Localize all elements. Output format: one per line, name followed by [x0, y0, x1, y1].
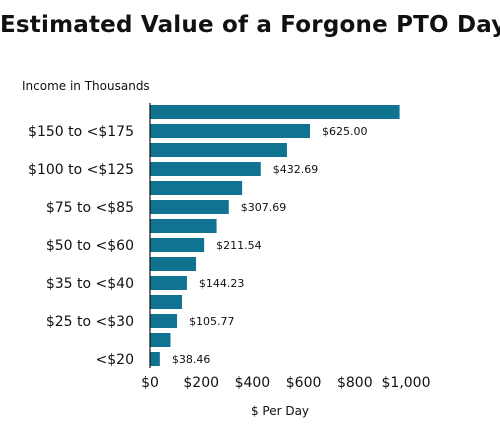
bar-value-label: $432.69	[273, 163, 319, 176]
x-tick-label: $400	[235, 375, 271, 391]
bar-value-label: $625.00	[322, 125, 368, 138]
category-label: $75 to <$85	[46, 200, 134, 216]
bar	[150, 181, 243, 195]
bar-value-label: $144.23	[199, 277, 245, 290]
bar	[150, 238, 205, 252]
x-tick-label: $0	[141, 375, 159, 391]
labels-layer: $625.00 $150 to <$175 $432.69 $100 to <$125…	[28, 124, 367, 368]
y-axis-title: Income in Thousands	[22, 79, 150, 93]
bar	[150, 124, 310, 138]
category-label: $35 to <$40	[46, 276, 134, 292]
bar-value-label: $307.69	[241, 201, 287, 214]
bar	[150, 105, 400, 119]
ticks-layer: $0 $200 $400 $600 $800 $1,000	[141, 375, 430, 391]
category-label: $150 to <$175	[28, 124, 134, 140]
bar	[150, 162, 261, 176]
bar	[150, 295, 182, 309]
bar	[150, 257, 197, 271]
x-tick-label: $600	[286, 375, 322, 391]
bar	[150, 143, 287, 157]
x-tick-label: $1,000	[382, 375, 431, 391]
bar	[150, 333, 171, 347]
category-label: $100 to <$125	[28, 162, 134, 178]
x-tick-label: $800	[337, 375, 373, 391]
bars-layer	[150, 105, 400, 366]
bar	[150, 200, 229, 214]
x-axis-title: $ Per Day	[251, 404, 309, 418]
category-label: <$20	[96, 352, 134, 368]
bar	[150, 352, 160, 366]
bar-value-label: $211.54	[216, 239, 262, 252]
bar	[150, 219, 217, 233]
bar	[150, 314, 178, 328]
chart-title: Estimated Value of a Forgone PTO Day	[0, 12, 500, 38]
category-label: $25 to <$30	[46, 314, 134, 330]
bar	[150, 276, 187, 290]
x-tick-label: $200	[183, 375, 219, 391]
bar-value-label: $38.46	[172, 353, 211, 366]
bar-value-label: $105.77	[189, 315, 235, 328]
category-label: $50 to <$60	[46, 238, 134, 254]
